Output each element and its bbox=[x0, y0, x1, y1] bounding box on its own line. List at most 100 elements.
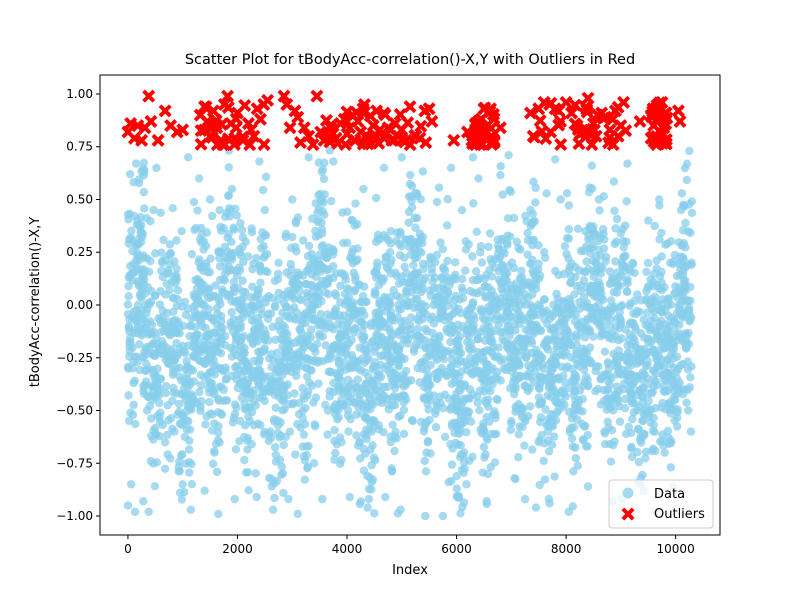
legend-box bbox=[608, 479, 714, 529]
outlier-point bbox=[210, 121, 224, 135]
data-point bbox=[641, 361, 651, 371]
plot-area bbox=[99, 74, 721, 536]
data-point bbox=[606, 457, 616, 466]
data-point bbox=[256, 278, 265, 287]
data-point bbox=[208, 459, 218, 469]
data-point bbox=[364, 494, 374, 504]
data-point bbox=[615, 417, 625, 426]
data-point bbox=[384, 264, 393, 274]
data-point bbox=[438, 244, 447, 254]
data-point bbox=[633, 424, 643, 434]
data-point bbox=[408, 416, 417, 426]
data-point bbox=[261, 172, 271, 182]
outlier-point bbox=[568, 98, 582, 112]
data-point bbox=[163, 430, 172, 440]
data-point bbox=[608, 440, 618, 450]
outlier-point bbox=[565, 106, 579, 120]
data-point bbox=[344, 375, 353, 385]
data-point bbox=[199, 285, 208, 295]
data-point bbox=[562, 189, 572, 198]
data-point bbox=[136, 292, 145, 301]
data-point bbox=[678, 226, 688, 235]
data-point bbox=[282, 366, 292, 375]
data-point bbox=[655, 195, 664, 204]
data-point bbox=[421, 419, 430, 429]
data-point bbox=[217, 226, 226, 235]
data-point bbox=[384, 405, 394, 414]
data-point bbox=[564, 225, 574, 234]
data-point bbox=[123, 300, 133, 309]
data-point bbox=[503, 214, 513, 223]
outlier-point bbox=[391, 129, 405, 143]
data-point bbox=[580, 333, 590, 342]
data-point bbox=[405, 320, 415, 330]
data-point bbox=[206, 409, 215, 418]
data-point bbox=[165, 285, 174, 295]
y-tick-label: −1.00 bbox=[56, 509, 93, 523]
data-point bbox=[198, 299, 207, 309]
data-point bbox=[406, 313, 416, 322]
data-point bbox=[569, 423, 579, 432]
data-point bbox=[185, 457, 194, 467]
data-point bbox=[189, 290, 198, 299]
data-point bbox=[479, 357, 489, 366]
data-point bbox=[130, 315, 140, 325]
data-point bbox=[224, 163, 234, 172]
y-tick-label: −0.75 bbox=[56, 456, 93, 470]
data-point bbox=[224, 290, 234, 300]
data-point bbox=[518, 422, 527, 432]
data-point bbox=[192, 399, 202, 408]
data-point bbox=[647, 337, 656, 346]
data-point bbox=[442, 324, 451, 334]
data-point bbox=[166, 249, 175, 258]
data-point bbox=[583, 482, 593, 491]
data-point bbox=[551, 266, 560, 276]
data-point bbox=[394, 412, 403, 422]
data-point bbox=[566, 278, 576, 287]
data-point bbox=[163, 401, 173, 410]
data-point bbox=[606, 296, 616, 305]
data-point bbox=[179, 383, 189, 393]
data-point bbox=[583, 375, 592, 385]
data-point bbox=[505, 339, 515, 349]
data-point bbox=[443, 195, 452, 204]
data-point bbox=[525, 259, 535, 268]
data-point bbox=[278, 396, 287, 406]
outlier-point bbox=[206, 104, 220, 118]
data-point bbox=[659, 363, 669, 372]
data-point bbox=[301, 403, 310, 413]
data-points-layer bbox=[123, 146, 697, 521]
data-point bbox=[640, 430, 649, 439]
data-point bbox=[421, 511, 430, 521]
data-point bbox=[430, 343, 439, 353]
data-point bbox=[462, 428, 471, 437]
data-point bbox=[274, 258, 283, 267]
data-point bbox=[223, 247, 233, 257]
data-point bbox=[531, 183, 540, 193]
data-point bbox=[571, 453, 581, 463]
data-point bbox=[649, 307, 659, 316]
data-point bbox=[343, 207, 352, 216]
outlier-point bbox=[658, 112, 672, 126]
data-point bbox=[358, 291, 368, 301]
data-point bbox=[357, 409, 367, 418]
data-point bbox=[540, 475, 550, 484]
data-point bbox=[397, 153, 406, 162]
data-point bbox=[298, 383, 307, 393]
data-point bbox=[187, 314, 196, 323]
data-point bbox=[139, 353, 148, 362]
data-point bbox=[256, 267, 265, 276]
data-point bbox=[646, 418, 655, 427]
data-point bbox=[400, 262, 409, 271]
outlier-point bbox=[403, 100, 417, 114]
data-point bbox=[419, 427, 429, 436]
data-point bbox=[507, 416, 516, 426]
data-point bbox=[528, 445, 537, 454]
data-point bbox=[229, 277, 239, 287]
data-point bbox=[548, 385, 557, 394]
data-point bbox=[648, 294, 657, 303]
data-point bbox=[638, 416, 647, 426]
data-point bbox=[161, 381, 171, 391]
data-point bbox=[535, 480, 544, 490]
data-point bbox=[670, 315, 679, 325]
